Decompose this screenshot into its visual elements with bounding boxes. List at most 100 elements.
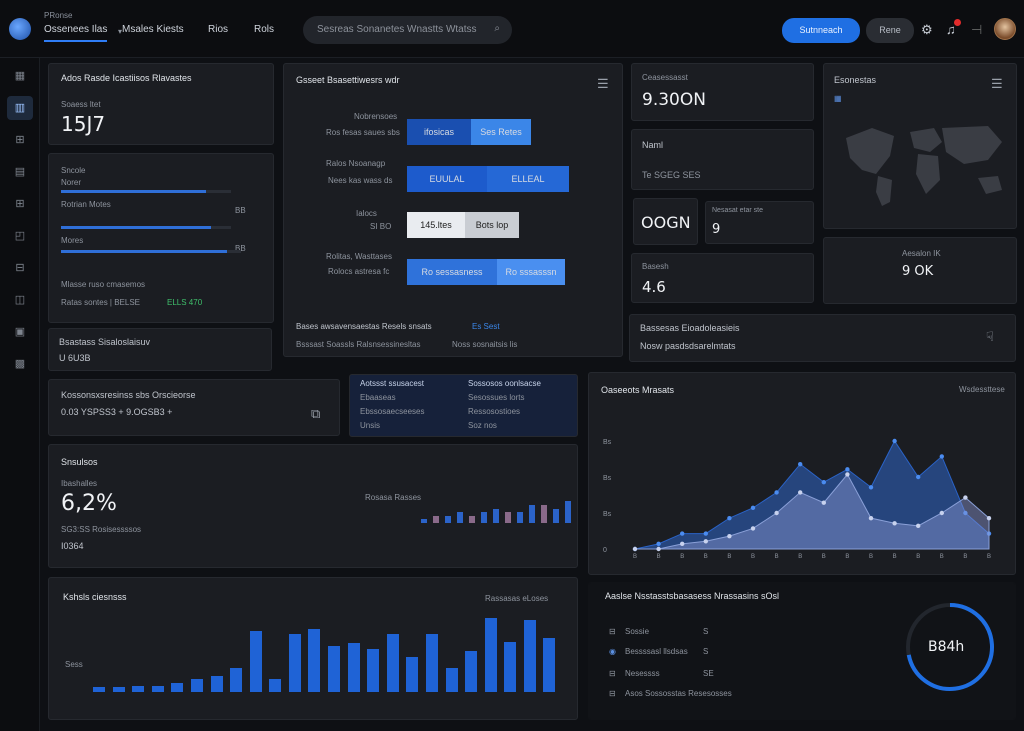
apps-icon[interactable]: ⚙	[921, 22, 933, 37]
funnel-bar-seg-b: Ses Retes	[471, 119, 531, 145]
nav-item-0[interactable]: Ossenees Ilas	[44, 24, 108, 42]
area-point[interactable]	[680, 531, 685, 536]
nav-item-1[interactable]: Msales Kiests	[122, 24, 184, 35]
area-point[interactable]	[774, 490, 779, 495]
bell-icon[interactable]: ♫	[946, 22, 956, 37]
area-point[interactable]	[680, 541, 685, 547]
bar-chart-bar[interactable]	[93, 687, 105, 692]
bar-chart-bar[interactable]	[249, 630, 262, 692]
activity-item-label: Sossie	[625, 627, 650, 636]
grid-icon[interactable]: ▦	[14, 70, 26, 82]
funnel-bar-4[interactable]: Ro sessasness Ro sssasssn	[407, 259, 565, 285]
cursor-icon[interactable]: ☟	[986, 329, 994, 344]
area-point[interactable]	[963, 495, 968, 500]
bar-chart-range[interactable]: Rassasas eLoses	[485, 594, 549, 603]
mini-chart-bar	[541, 505, 547, 523]
bar-chart-bar[interactable]	[465, 651, 478, 692]
bar-chart-bar[interactable]	[210, 676, 223, 692]
bar-chart-bar[interactable]	[171, 682, 184, 692]
menu-icon[interactable]: ☰	[597, 76, 609, 91]
bar-chart-bar[interactable]	[112, 687, 125, 692]
nav-item-3[interactable]: Rols	[254, 24, 275, 35]
layout-icon[interactable]: ▥	[7, 96, 33, 120]
bar-chart-bar[interactable]	[504, 641, 517, 692]
bar-chart-bar[interactable]	[151, 685, 164, 692]
secondary-action-button[interactable]: Rene	[866, 18, 914, 43]
avatar[interactable]	[994, 18, 1016, 40]
area-point[interactable]	[868, 485, 874, 490]
funnel-row-sub: Rolocs astresa fc	[328, 267, 390, 276]
app-logo[interactable]	[9, 18, 31, 40]
bar-chart-bar[interactable]	[328, 646, 340, 692]
funnel-bar-1[interactable]: ifosicas Ses Retes	[407, 119, 531, 145]
expand-icon[interactable]: ⧉	[311, 406, 321, 421]
area-point[interactable]	[750, 526, 756, 531]
area-point[interactable]	[656, 546, 661, 552]
area-point[interactable]	[821, 479, 826, 485]
bar-chart-bar[interactable]	[230, 668, 243, 692]
bar-chart-bar[interactable]	[406, 657, 419, 692]
nav-chevron-icon[interactable]: ▾	[118, 27, 123, 36]
area-chart-xtick: B	[798, 554, 802, 560]
area-point[interactable]	[845, 467, 850, 472]
settings-icon[interactable]: ⊟	[15, 262, 25, 274]
area-point[interactable]	[727, 515, 732, 521]
bar-chart-bar[interactable]	[386, 633, 399, 692]
mini-chart-bar	[517, 512, 523, 523]
primary-action-button[interactable]: Sutnneach	[782, 18, 860, 43]
bar-chart-bar[interactable]	[347, 643, 360, 692]
chart-icon[interactable]: ◰	[14, 230, 26, 242]
area-point[interactable]	[986, 515, 992, 521]
area-point[interactable]	[703, 531, 708, 536]
area-point[interactable]	[750, 505, 756, 511]
bar-chart-bar[interactable]	[132, 685, 145, 692]
area-point[interactable]	[845, 472, 850, 477]
activity-item-value: SE	[703, 669, 714, 678]
bar-chart-bar[interactable]	[288, 633, 301, 692]
table-icon[interactable]: ⊞	[15, 198, 25, 210]
calendar-icon[interactable]: ▤	[14, 166, 26, 178]
bar-chart-bar[interactable]	[269, 679, 282, 692]
nav-item-2[interactable]: Rios	[208, 24, 229, 35]
activity-icon: ◉	[609, 647, 616, 656]
bar-chart-bar[interactable]	[543, 638, 556, 692]
area-point[interactable]	[916, 474, 921, 480]
area-point[interactable]	[868, 515, 874, 521]
area-point[interactable]	[703, 539, 708, 544]
area-point[interactable]	[821, 500, 826, 505]
area-point[interactable]	[892, 438, 897, 444]
area-chart: 0 Bs Bs Bs B B B B B B B B B B B B B B B B	[603, 438, 992, 560]
area-point[interactable]	[939, 510, 944, 516]
area-point[interactable]	[963, 510, 968, 516]
area-point[interactable]	[727, 533, 732, 539]
area-point[interactable]	[916, 523, 921, 529]
area-point[interactable]	[632, 546, 638, 552]
bar-chart-bar[interactable]	[523, 619, 536, 692]
area-point[interactable]	[774, 510, 779, 516]
area-point[interactable]	[798, 461, 803, 467]
message-card[interactable]: Bassesas Eioadoleasieis Nosw pasdsdsarel…	[629, 314, 1016, 362]
bar-chart-bar[interactable]	[190, 679, 203, 692]
folder-icon[interactable]: ◫	[14, 294, 26, 306]
stat-card-f: Aesalon IK 9 OK	[823, 237, 1017, 304]
bar-chart-bar[interactable]	[308, 629, 321, 692]
revenue-foot: I0364	[61, 541, 84, 551]
bar-chart-bar[interactable]	[425, 633, 438, 692]
archive-icon[interactable]: ▣	[14, 326, 26, 338]
bar-chart-bar[interactable]	[484, 618, 497, 692]
area-point[interactable]	[656, 541, 661, 547]
area-point[interactable]	[798, 490, 803, 495]
box-icon[interactable]: ▩	[14, 358, 26, 370]
funnel-bar-3[interactable]: 145.ltes Bots lop	[407, 212, 519, 238]
users-icon[interactable]: ⊞	[15, 134, 25, 146]
activity-icon: ⊟	[609, 627, 616, 636]
area-chart-range[interactable]: Wsdessttese	[959, 385, 1005, 394]
bar-chart-bar[interactable]	[367, 649, 380, 692]
search-input[interactable]: Sesreas Sonanetes Wnastts Wtatss ⌕	[303, 16, 512, 44]
menu-icon[interactable]: ☰	[991, 76, 1003, 91]
bar-chart-bar[interactable]	[445, 668, 458, 692]
revenue-card: Snsulsos Ibashalles 6,2% SG3:SS Rosisess…	[48, 444, 578, 568]
funnel-bar-2[interactable]: EUULAL ELLEAL	[407, 166, 569, 192]
area-point[interactable]	[939, 454, 944, 459]
area-point[interactable]	[892, 521, 897, 526]
